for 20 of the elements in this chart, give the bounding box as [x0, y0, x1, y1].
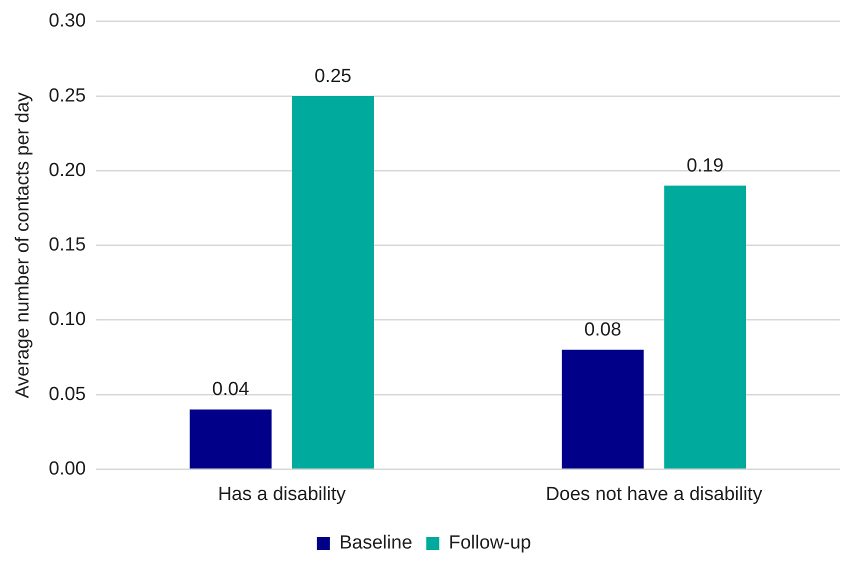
x-tick-label: Does not have a disability [546, 484, 763, 505]
bar [292, 96, 374, 468]
data-label: 0.25 [314, 66, 352, 87]
y-axis-title: Average number of contacts per day [12, 92, 34, 398]
y-tick-label: 0.10 [48, 309, 86, 330]
bar [190, 409, 272, 468]
y-tick-label: 0.15 [48, 234, 86, 256]
data-label: 0.08 [584, 320, 622, 341]
data-label: 0.19 [686, 155, 724, 176]
y-tick-label: 0.05 [48, 384, 86, 405]
legend-label: Follow-up [448, 532, 532, 554]
data-label: 0.04 [212, 379, 250, 400]
y-tick-label: 0.20 [48, 160, 86, 181]
legend-label: Baseline [339, 532, 412, 554]
y-tick-label: 0.25 [48, 85, 86, 106]
x-tick-label: Has a disability [218, 484, 346, 505]
y-tick-label: 0.00 [48, 458, 86, 480]
bar [664, 186, 746, 468]
bar [562, 350, 644, 468]
y-tick-label: 0.30 [48, 10, 86, 32]
